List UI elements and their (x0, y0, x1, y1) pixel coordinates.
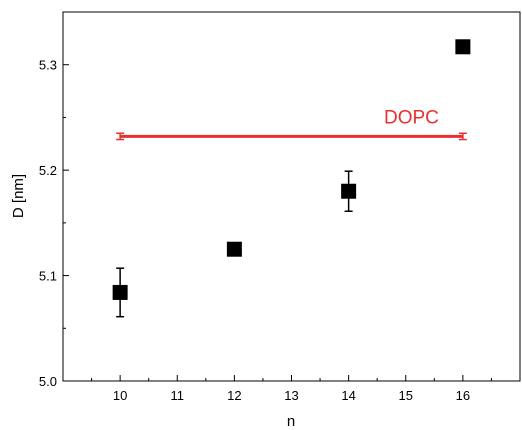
data-point-marker (226, 241, 242, 257)
data-point-marker (341, 183, 357, 199)
x-axis-ticks: 10 11 12 13 14 15 16 (91, 375, 492, 403)
x-tick-label: 16 (456, 388, 470, 403)
reference-label: DOPC (384, 107, 439, 128)
x-tick-label: 12 (227, 388, 241, 403)
data-point-marker (455, 39, 471, 55)
y-tick-label: 5.1 (39, 269, 57, 284)
data-points (112, 39, 471, 318)
x-tick-label: 11 (171, 388, 185, 403)
x-tick-label: 15 (399, 388, 413, 403)
reference-line-group: DOPC (116, 107, 467, 141)
x-tick-label: 10 (113, 388, 127, 403)
x-axis-title: n (287, 413, 295, 430)
y-tick-label: 5.2 (39, 163, 57, 178)
y-axis-ticks: 5.0 5.1 5.2 5.3 (39, 58, 69, 389)
data-point-marker (112, 284, 128, 300)
plot-frame (62, 11, 521, 382)
y-tick-label: 5.0 (39, 374, 57, 389)
x-tick-label: 13 (284, 388, 298, 403)
y-tick-label: 5.3 (39, 58, 57, 73)
x-tick-label: 14 (341, 388, 355, 403)
y-axis-title: D [nm] (10, 174, 27, 218)
